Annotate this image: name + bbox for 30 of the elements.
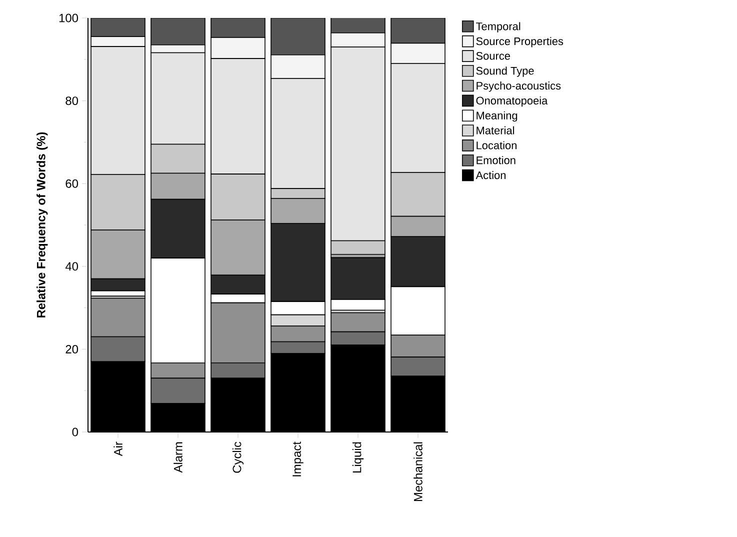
y-tick-label: 80 [66, 96, 78, 106]
x-tick-label: Liquid [352, 442, 364, 472]
bar [330, 18, 386, 34]
bar [150, 18, 206, 46]
legend-label: Temporal [476, 22, 520, 32]
bar [210, 18, 266, 38]
legend-label: Action [476, 171, 506, 180]
bar [90, 18, 146, 38]
legend-label: Source Properties [476, 37, 564, 48]
y-tick-label: 100 [59, 14, 78, 22]
legend-label: Emotion [476, 156, 516, 164]
legend-label: Meaning [476, 111, 518, 122]
x-tick-label: Impact [292, 442, 304, 476]
y-tick-label: 20 [66, 344, 78, 354]
legend-label: Location [476, 141, 516, 150]
x-tick-label: Alarm [174, 442, 182, 473]
legend-label: Onomatopoeia [476, 96, 548, 107]
legend-label: Sound Type [476, 66, 534, 77]
y-tick-label: 0 [72, 428, 78, 436]
x-tick-label: Air [114, 442, 122, 456]
y-tick-label: 60 [66, 179, 78, 188]
bar [390, 18, 446, 44]
legend-label: Psycho-acoustics [476, 82, 561, 92]
x-tick-label: Cyclic [232, 442, 244, 473]
y-axis-title: Relative Frequency of Words (%) [36, 132, 48, 318]
y-tick-label: 40 [65, 262, 78, 271]
legend-label: Source [476, 52, 510, 60]
x-tick-label: Mechanical [414, 442, 422, 502]
legend-label: Material [476, 126, 514, 134]
bar [270, 18, 326, 56]
